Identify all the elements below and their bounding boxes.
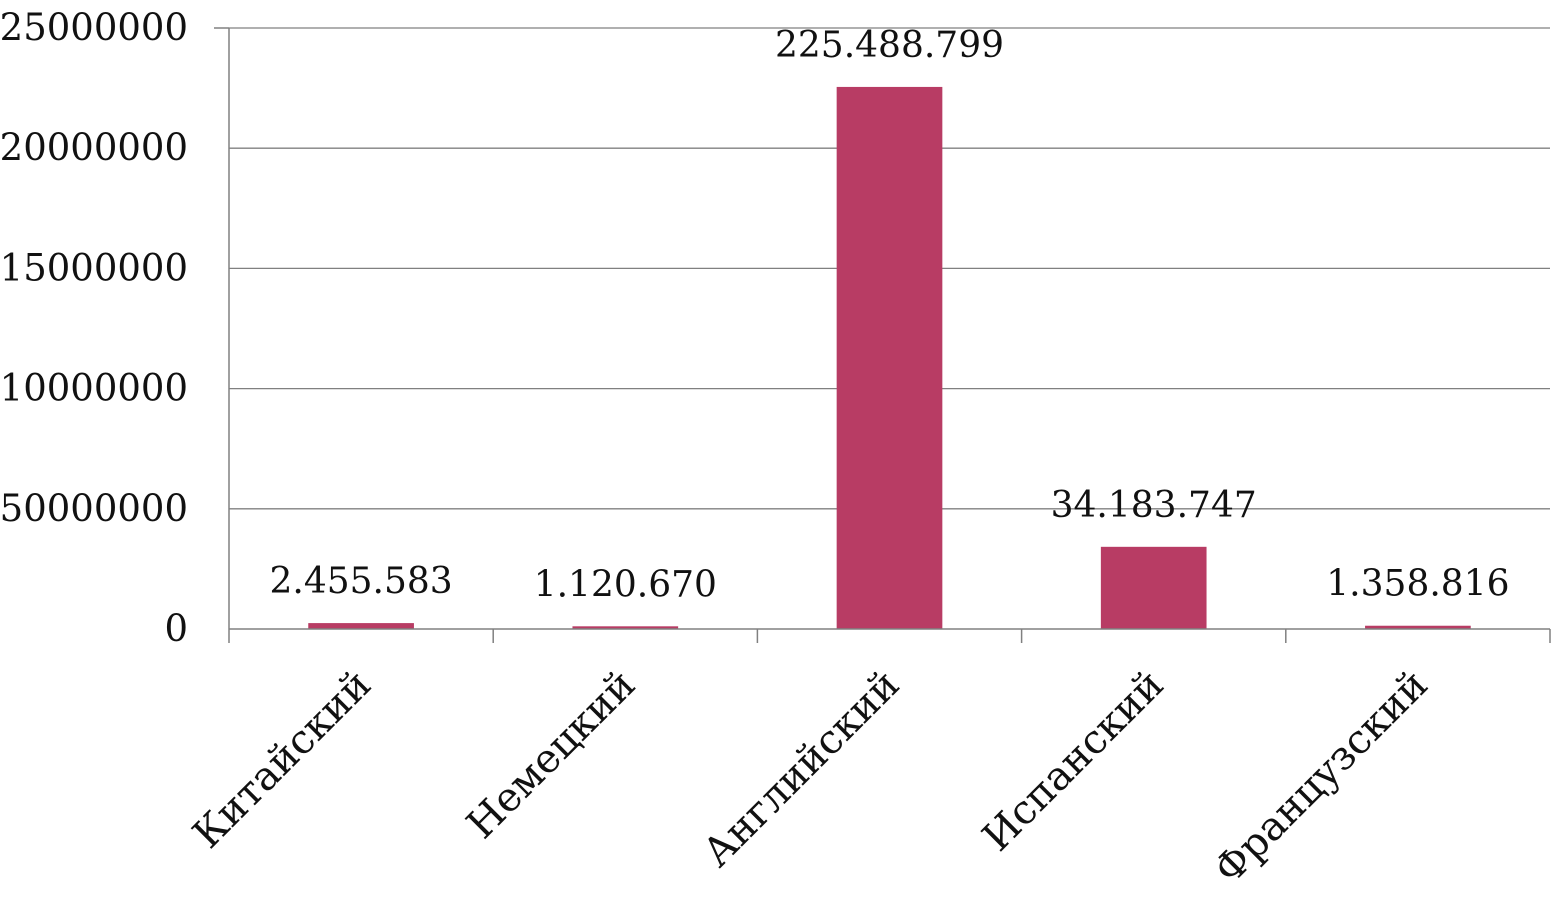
y-axis-ticks: 0 50000000 10000000 15000000 20000000 2500000…	[0, 6, 188, 650]
axes	[214, 27, 1551, 643]
bar	[1365, 625, 1471, 629]
data-label: 225.488.799	[775, 25, 1004, 66]
y-tick-label: 10000000	[0, 367, 188, 410]
data-label: 2.455.583	[269, 561, 452, 602]
y-tick-label: 50000000	[0, 487, 188, 530]
bars	[308, 86, 1471, 629]
category-label: Французский	[1206, 662, 1437, 893]
category-labels: Китайский Немецкий Английский Испанский Фран…	[184, 662, 1437, 893]
y-tick-label: 15000000	[0, 246, 188, 289]
data-label: 1.120.670	[534, 564, 717, 605]
data-label: 1.358.816	[1326, 564, 1509, 605]
category-label: Немецкий	[458, 662, 644, 848]
y-tick-label: 0	[164, 607, 188, 650]
y-tick-label: 20000000	[0, 126, 188, 169]
bar	[572, 626, 679, 629]
data-label: 34.183.747	[1051, 485, 1257, 526]
category-label: Китайский	[184, 662, 380, 858]
category-label: Испанский	[974, 662, 1173, 861]
bar	[1100, 546, 1207, 629]
bar	[308, 623, 414, 629]
category-label: Английский	[694, 662, 909, 877]
bar	[836, 86, 943, 629]
y-tick-label: 25000000	[0, 6, 188, 49]
data-labels: 2.455.583 1.120.670 225.488.799 34.183.747 1…	[269, 25, 1509, 605]
